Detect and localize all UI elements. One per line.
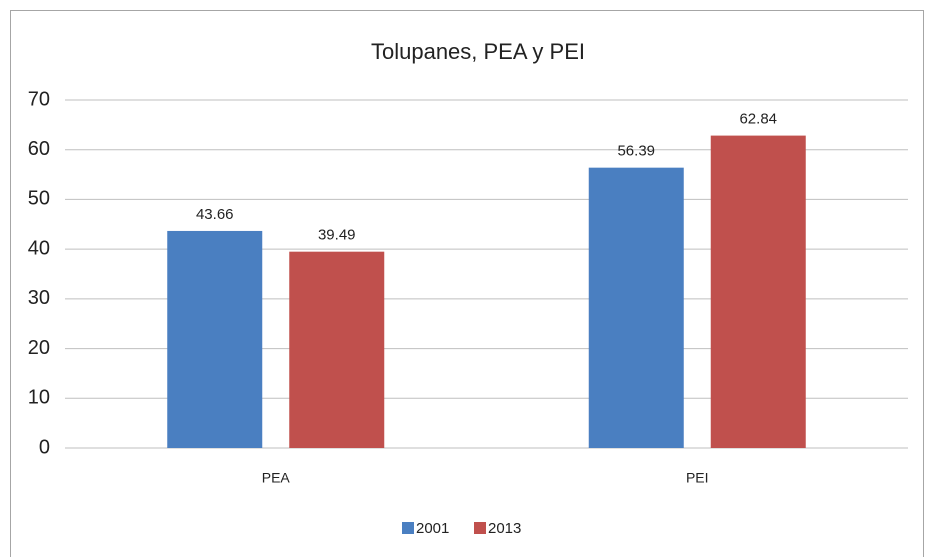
legend-label: 2001 xyxy=(416,520,449,537)
chart-title: Tolupanes, PEA y PEI xyxy=(371,39,585,64)
y-tick-label: 10 xyxy=(28,387,50,409)
bar xyxy=(167,230,263,448)
x-tick-label: PEA xyxy=(262,470,291,486)
y-tick-label: 50 xyxy=(28,188,50,210)
legend-swatch xyxy=(474,522,486,534)
y-tick-label: 60 xyxy=(28,138,50,160)
x-tick-label: PEI xyxy=(686,470,709,486)
y-tick-label: 20 xyxy=(28,337,50,359)
y-tick-label: 40 xyxy=(28,237,50,259)
data-label: 62.84 xyxy=(739,111,777,128)
data-label: 39.49 xyxy=(318,227,356,244)
y-tick-label: 30 xyxy=(28,287,50,309)
data-label: 56.39 xyxy=(617,143,655,160)
legend-label: 2013 xyxy=(488,520,521,537)
y-tick-label: 70 xyxy=(28,88,50,110)
legend-swatch xyxy=(402,522,414,534)
data-label: 43.66 xyxy=(196,206,234,223)
bar xyxy=(588,167,684,449)
bar xyxy=(710,135,806,448)
y-tick-label: 0 xyxy=(39,436,50,458)
bar xyxy=(289,251,385,448)
